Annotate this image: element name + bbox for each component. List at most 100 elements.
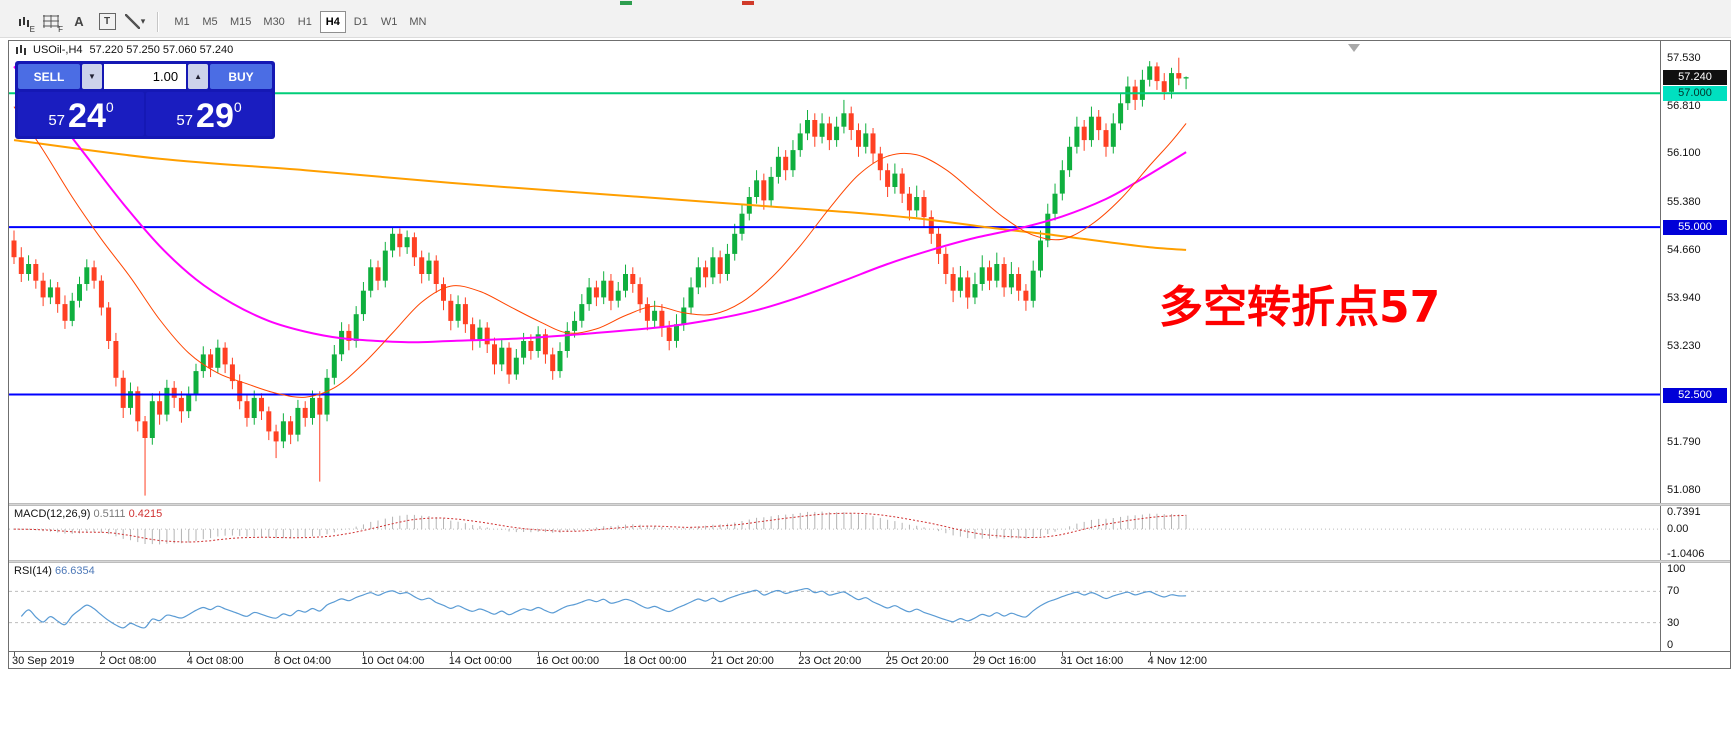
price-badge-55.000: 55.000 xyxy=(1663,220,1727,236)
macd-axis[interactable]: 0.7391 0.00 -1.0406 xyxy=(1660,506,1730,560)
sell-price-display[interactable]: 57 24 0 xyxy=(18,92,144,136)
time-label: 25 Oct 20:00 xyxy=(885,655,949,667)
cropped-icons-strip xyxy=(0,0,1731,6)
pane-splitter[interactable] xyxy=(9,503,1730,506)
buy-price-int: 57 xyxy=(176,112,194,129)
symbol-period-label: USOil-,H4 xyxy=(33,44,83,56)
timeframe-button-M5[interactable]: M5 xyxy=(197,11,223,33)
price-tick: 53.940 xyxy=(1667,292,1701,305)
time-label: 18 Oct 00:00 xyxy=(623,655,687,667)
price-tick: 51.790 xyxy=(1667,436,1701,449)
price-tick: 54.660 xyxy=(1667,243,1701,256)
timeframe-button-W1[interactable]: W1 xyxy=(376,11,403,33)
time-axis[interactable]: 30 Sep 2019 2 Oct 08:00 4 Oct 08:00 8 Oct 0… xyxy=(9,651,1730,668)
macd-tick: 0.00 xyxy=(1667,523,1689,536)
time-label: 29 Oct 16:00 xyxy=(972,655,1036,667)
cropped-toolbar-fragment xyxy=(620,1,632,5)
time-label: 2 Oct 08:00 xyxy=(99,655,157,667)
price-tick: 57.530 xyxy=(1667,51,1701,64)
sell-price-int: 57 xyxy=(48,112,66,129)
macd-tick: -1.0406 xyxy=(1667,548,1705,560)
macd-pane: MACD(12,26,9) 0.5111 0.4215 0.7391 0.00 -1… xyxy=(9,506,1730,560)
time-label: 23 Oct 20:00 xyxy=(798,655,862,667)
time-tick xyxy=(887,652,889,656)
ohlc-info: USOil-,H4 57.220 57.250 57.060 57.240 xyxy=(15,44,233,56)
timeframe-button-H1[interactable]: H1 xyxy=(292,11,318,33)
rsi-axis[interactable]: 100 70 30 0 xyxy=(1660,563,1730,651)
time-tick xyxy=(1062,652,1064,656)
macd-tick: 0.7391 xyxy=(1667,506,1701,518)
toolbar: E F A T ▾ M1 M5 M15 M30 H1 H4 D1 W1 MN xyxy=(0,6,1731,38)
chart-plot-area[interactable] xyxy=(9,41,1660,503)
price-axis[interactable]: 57.530 56.810 56.100 55.380 54.660 53.940 53.2… xyxy=(1660,41,1730,503)
time-tick xyxy=(974,652,976,656)
timeframe-group: M1 M5 M15 M30 H1 H4 D1 W1 MN xyxy=(168,10,432,33)
macd-main-value: 0.5111 xyxy=(93,508,126,520)
time-tick xyxy=(800,652,802,656)
icon-sub-letter: E xyxy=(29,24,35,34)
price-tick: 51.080 xyxy=(1667,483,1701,496)
timeframe-button-H4[interactable]: H4 xyxy=(319,10,346,33)
chart-tool-icon[interactable]: E xyxy=(10,11,36,34)
timeframe-button-M1[interactable]: M1 xyxy=(169,11,195,33)
timeframe-button-D1[interactable]: D1 xyxy=(348,11,374,33)
volume-increase-button[interactable]: ▲ xyxy=(188,64,208,89)
price-badge-52.500: 52.500 xyxy=(1663,387,1727,403)
volume-input[interactable]: 1.00 xyxy=(103,64,187,89)
time-label: 30 Sep 2019 xyxy=(12,655,75,667)
text-label-icon[interactable]: A xyxy=(74,14,84,29)
rsi-pane: RSI(14) 66.6354 100 70 30 0 xyxy=(9,563,1730,651)
time-tick xyxy=(14,652,15,656)
sell-price-pips: 24 xyxy=(68,97,106,135)
timeframe-button-M30[interactable]: M30 xyxy=(258,11,289,33)
rsi-tick: 0 xyxy=(1667,639,1674,651)
timeframe-button-MN[interactable]: MN xyxy=(404,11,431,33)
rsi-tick: 100 xyxy=(1667,563,1686,575)
time-tick xyxy=(101,652,103,656)
time-label: 14 Oct 00:00 xyxy=(448,655,512,667)
sell-button[interactable]: SELL xyxy=(18,64,80,89)
text-box-icon[interactable]: T xyxy=(94,11,120,33)
symbol-chart-icon xyxy=(15,45,26,55)
grid-icon[interactable]: F xyxy=(38,11,64,34)
time-label: 10 Oct 04:00 xyxy=(361,655,425,667)
time-label: 16 Oct 00:00 xyxy=(536,655,600,667)
macd-signal-value: 0.4215 xyxy=(128,508,163,520)
annotation-text: 多空转折点57 xyxy=(1159,282,1441,333)
price-badge-57.000: 57.000 xyxy=(1663,86,1727,102)
time-tick xyxy=(538,652,540,656)
rsi-value: 66.6354 xyxy=(54,565,95,577)
volume-decrease-button[interactable]: ▼ xyxy=(82,64,102,89)
toolbar-separator xyxy=(157,11,159,32)
buy-button[interactable]: BUY xyxy=(210,64,272,89)
time-label: 31 Oct 16:00 xyxy=(1060,655,1124,667)
buy-price-pips: 29 xyxy=(196,97,234,135)
rsi-svg xyxy=(9,587,1660,629)
cropped-toolbar-fragment xyxy=(742,1,754,5)
shapes-tool-icon[interactable]: ▾ xyxy=(122,11,148,33)
buy-price-point: 0 xyxy=(233,99,242,115)
time-label: 4 Nov 12:00 xyxy=(1147,655,1207,667)
one-click-trading-panel: SELL ▼ 1.00 ▲ BUY 57 24 0 57 29 0 xyxy=(15,61,275,139)
time-tick xyxy=(625,652,627,656)
macd-label: MACD(12,26,9) 0.5111 0.4215 xyxy=(14,508,163,520)
boxed-t-glyph: T xyxy=(98,13,116,30)
rsi-plot-area[interactable] xyxy=(9,563,1660,651)
rsi-tick: 70 xyxy=(1667,585,1680,598)
chevron-down-icon[interactable]: ▾ xyxy=(140,16,146,26)
time-label: 4 Oct 08:00 xyxy=(186,655,244,667)
time-tick xyxy=(363,652,365,656)
time-tick xyxy=(450,652,452,656)
price-tick: 53.230 xyxy=(1667,339,1701,352)
pane-splitter[interactable] xyxy=(9,560,1730,563)
icon-sub-letter: F xyxy=(58,24,63,34)
sell-price-point: 0 xyxy=(105,99,114,115)
main-price-pane: USOil-,H4 57.220 57.250 57.060 57.240 SE… xyxy=(9,41,1730,503)
price-tick: 55.380 xyxy=(1667,195,1701,208)
macd-plot-area[interactable] xyxy=(9,506,1660,560)
timeframe-button-M15[interactable]: M15 xyxy=(225,11,256,33)
buy-price-display[interactable]: 57 29 0 xyxy=(146,92,272,136)
time-tick xyxy=(712,652,714,656)
candlestick-glyph xyxy=(17,16,29,27)
